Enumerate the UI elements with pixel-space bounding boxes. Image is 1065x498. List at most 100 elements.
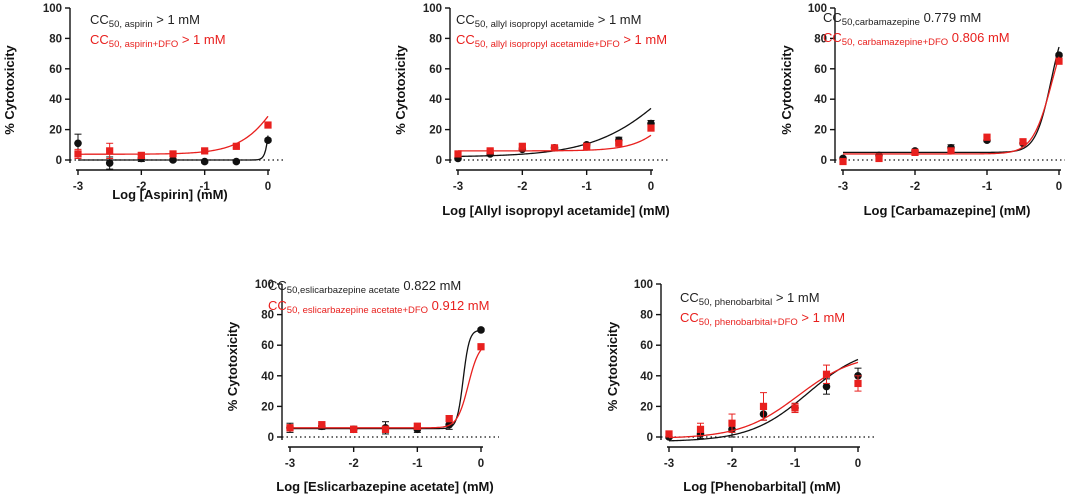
y-tick-label: 80 <box>640 310 653 322</box>
cc50-value: > 1 mM <box>772 290 819 305</box>
cc50-label: CC <box>680 310 699 325</box>
cc50-subscript: 50, phenobarbital <box>699 297 772 308</box>
x-tick-label: -3 <box>664 458 674 470</box>
y-axis-title: % Cytotoxicity <box>779 44 794 134</box>
data-point-square <box>665 430 673 438</box>
x-tick-label: -1 <box>982 181 993 193</box>
cc50-annotation: CC50, aspirin > 1 mM <box>90 12 200 30</box>
data-point-square <box>201 147 209 155</box>
data-point-circle <box>74 139 82 148</box>
x-axis-title: Log [Phenobarbital] (mM) <box>683 479 840 494</box>
data-point-square <box>791 404 799 412</box>
y-tick-label: 20 <box>640 401 653 413</box>
cc50-subscript: 50, allyl isopropyl acetamide <box>475 19 594 30</box>
cc50-annotation: CC50, carbamazepine+DFO 0.806 mM <box>823 30 1010 48</box>
data-point-square <box>350 425 358 433</box>
x-axis-title: Log [Eslicarbazepine acetate] (mM) <box>276 479 493 494</box>
x-tick-label: 0 <box>1056 181 1062 193</box>
y-axis-title: % Cytotoxicity <box>393 44 408 134</box>
fit-curve <box>290 329 482 430</box>
y-tick-label: 20 <box>49 125 62 137</box>
y-tick-label: 0 <box>821 155 827 167</box>
x-tick-label: -2 <box>349 458 359 470</box>
y-tick-label: 60 <box>814 64 827 76</box>
x-tick-label: -3 <box>838 181 848 193</box>
y-tick-label: 60 <box>640 340 653 352</box>
cc50-annotation: CC50, aspirin+DFO > 1 mM <box>90 32 226 50</box>
cc50-value: > 1 mM <box>594 12 641 27</box>
cc50-annotation: CC50, eslicarbazepine acetate+DFO 0.912 … <box>268 298 489 316</box>
data-point-circle <box>232 157 241 166</box>
y-tick-label: 80 <box>49 33 62 45</box>
fit-curve <box>843 46 1060 154</box>
cc50-label: CC <box>823 10 842 25</box>
cc50-annotation: CC50, allyl isopropyl acetamide > 1 mM <box>456 12 641 30</box>
data-point-square <box>822 370 831 378</box>
data-point-circle <box>264 136 272 145</box>
data-point-square <box>854 379 862 388</box>
x-tick-label: -3 <box>73 181 83 193</box>
data-point-square <box>550 144 559 152</box>
x-tick-label: 0 <box>855 458 861 470</box>
cc50-subscript: 50,carbamazepine <box>842 17 920 28</box>
cc50-value: > 1 mM <box>178 32 225 47</box>
series-drug-dfo <box>74 115 272 160</box>
cc50-label: CC <box>268 298 287 313</box>
y-tick-label: 80 <box>814 33 827 45</box>
x-tick-label: -1 <box>412 458 423 470</box>
cc50-subscript: 50, eslicarbazepine acetate+DFO <box>287 305 428 316</box>
y-tick-label: 40 <box>261 371 274 383</box>
x-tick-label: 0 <box>648 181 654 193</box>
x-axis-title: Log [Allyl isopropyl acetamide] (mM) <box>442 203 670 218</box>
series-drug-dfo <box>839 56 1063 166</box>
data-point-square <box>615 139 623 147</box>
y-tick-label: 60 <box>49 64 62 76</box>
data-point-square <box>1055 57 1063 65</box>
data-point-circle <box>105 159 114 167</box>
data-point-circle <box>1055 51 1063 59</box>
data-point-circle <box>169 156 177 164</box>
y-tick-label: 0 <box>268 432 274 444</box>
data-point-circle <box>477 326 485 334</box>
x-tick-label: -2 <box>910 181 920 193</box>
y-tick-label: 20 <box>814 125 827 137</box>
y-tick-label: 40 <box>640 371 653 383</box>
series-drug-dfo <box>665 361 862 439</box>
x-tick-label: -2 <box>727 458 737 470</box>
data-point-square <box>454 150 462 158</box>
data-point-square <box>264 121 272 129</box>
y-tick-label: 0 <box>56 155 62 167</box>
cc50-subscript: 50,eslicarbazepine acetate <box>287 285 400 296</box>
chart-panel-allyl: 0 20 40 60 80 100 -3 -2 -1 0 Log [Allyl isopropyl … <box>393 3 670 218</box>
y-tick-label: 60 <box>429 64 442 76</box>
cc50-subscript: 50, aspirin+DFO <box>109 39 178 50</box>
y-tick-label: 100 <box>808 3 827 15</box>
x-tick-label: 0 <box>478 458 484 470</box>
y-tick-label: 80 <box>261 310 274 322</box>
y-axis-title: % Cytotoxicity <box>2 44 17 134</box>
y-tick-label: 40 <box>429 94 442 106</box>
x-tick-label: 0 <box>265 181 271 193</box>
data-point-square <box>518 142 526 150</box>
cc50-annotation: CC50, phenobarbital > 1 mM <box>680 290 820 308</box>
x-tick-label: -1 <box>582 181 593 193</box>
y-tick-label: 100 <box>423 3 442 15</box>
cc50-value: 0.822 mM <box>400 278 461 293</box>
y-tick-label: 100 <box>634 279 653 291</box>
cc50-label: CC <box>823 30 842 45</box>
x-tick-label: -3 <box>285 458 295 470</box>
data-point-square <box>413 422 421 430</box>
cc50-value: 0.779 mM <box>920 10 981 25</box>
cc50-value: > 1 mM <box>620 32 667 47</box>
cc50-subscript: 50, carbamazepine+DFO <box>842 37 948 48</box>
chart-panel-carbamazepine: 0 20 40 60 80 100 -3 -2 -1 0 Log [Carbamazepine] (… <box>779 3 1065 218</box>
data-point-square <box>947 147 955 155</box>
series-drug-dfo <box>454 124 655 158</box>
data-point-square <box>911 148 919 156</box>
y-tick-label: 20 <box>429 125 442 137</box>
x-tick-label: -3 <box>453 181 463 193</box>
cc50-value: > 1 mM <box>153 12 200 27</box>
cc50-annotation: CC50,eslicarbazepine acetate 0.822 mM <box>268 278 461 296</box>
y-axis-title: % Cytotoxicity <box>605 321 620 411</box>
